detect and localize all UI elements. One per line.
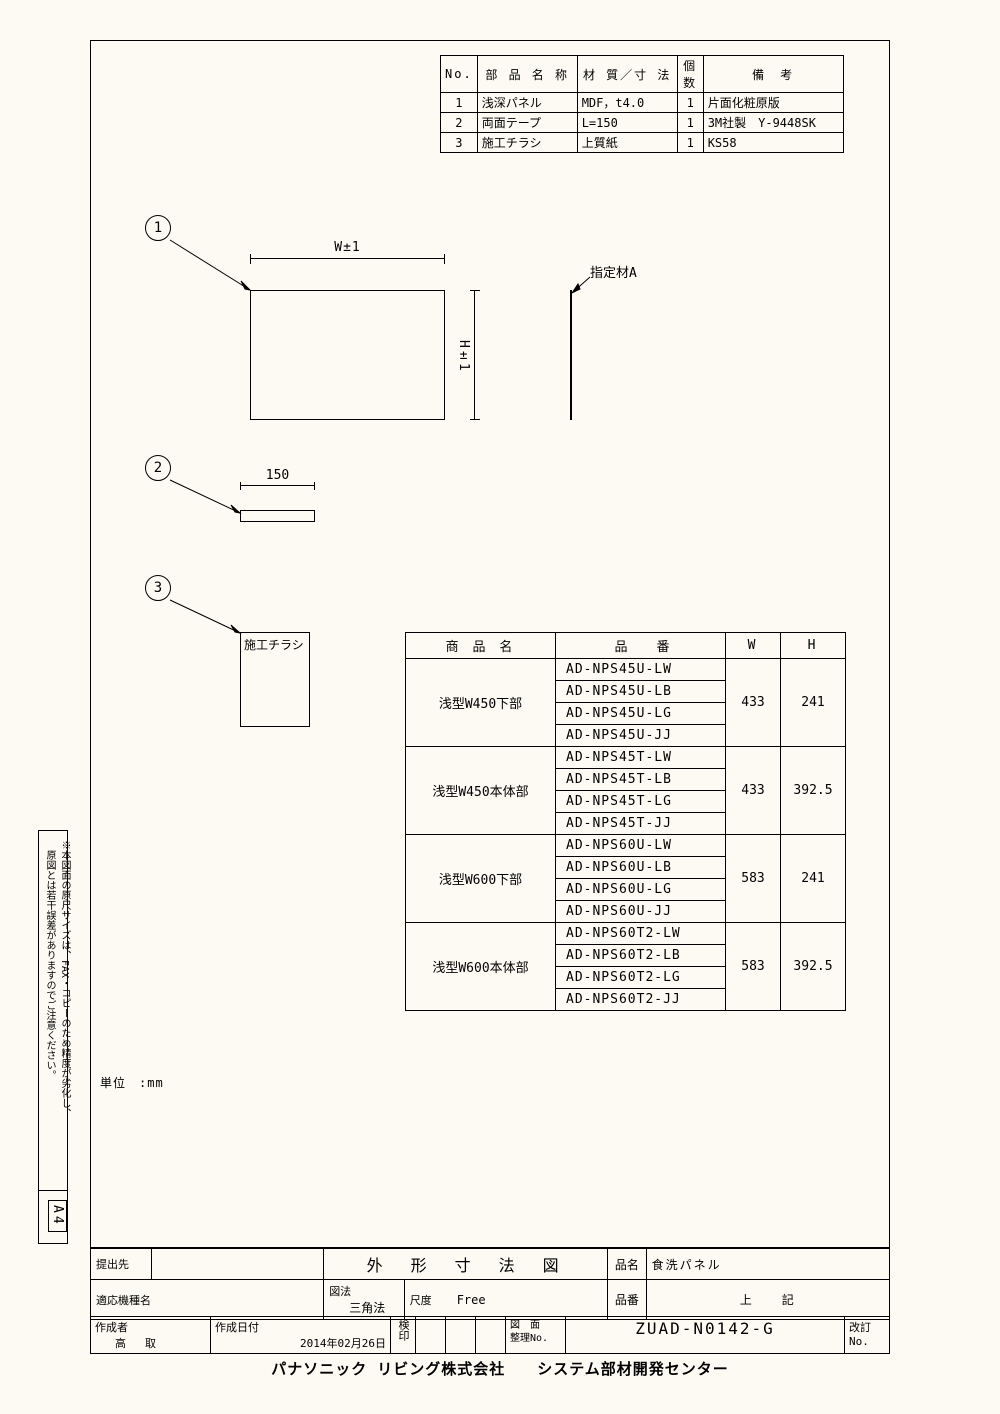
cell: AD-NPS45U-JJ — [556, 725, 726, 747]
cell: 1 — [677, 113, 703, 133]
dim-w: W±1 — [250, 258, 445, 259]
cell: 1 — [677, 93, 703, 113]
cell: 浅型W600下部 — [406, 835, 556, 923]
cell: 3M社製 Y-9448SK — [703, 113, 843, 133]
parts-row: 1 浅深パネル MDF，t4.0 1 片面化粧原版 — [441, 93, 844, 113]
spec-hdr-h: H — [781, 633, 846, 659]
cell: 片面化粧原版 — [703, 93, 843, 113]
cell: AD-NPS45T-LB — [556, 769, 726, 791]
cell: 241 — [781, 659, 846, 747]
scale-val: Free — [457, 1293, 486, 1307]
model-lbl: 適応機種名 — [96, 1294, 151, 1307]
parts-table: No. 部 品 名 称 材 質／寸 法 個数 備 考 1 浅深パネル MDF，t… — [440, 55, 844, 153]
cell: 3 — [441, 133, 478, 153]
date-lbl: 作成日付 — [215, 1321, 259, 1334]
side-note: ※本図面の原尺サイズは、FAX・コピーのため精度が劣化し、 原図とは若干誤差があ… — [42, 840, 72, 1180]
cell: AD-NPS60U-LB — [556, 857, 726, 879]
prodname-lbl: 品名 — [608, 1249, 647, 1280]
cell: 241 — [781, 835, 846, 923]
unit-label: 単位 :mm — [100, 1074, 164, 1091]
cell: 浅型W450本体部 — [406, 747, 556, 835]
dim-150: 150 — [240, 485, 315, 486]
cell: 両面テープ — [477, 113, 577, 133]
parts-hdr-no: No. — [441, 56, 478, 93]
parts-row: 3 施工チラシ 上質紙 1 KS58 — [441, 133, 844, 153]
footer: パナソニック リビング株式会社 システム部材開発センター — [0, 1358, 1000, 1379]
partno-lbl: 品番 — [608, 1280, 647, 1320]
cell: 583 — [726, 923, 781, 1011]
cell: 392.5 — [781, 747, 846, 835]
cell: 1 — [677, 133, 703, 153]
leader-3 — [165, 595, 245, 637]
rev-lbl: 改訂No. — [849, 1321, 871, 1348]
cell: 1 — [441, 93, 478, 113]
method-lbl: 図法 — [329, 1285, 351, 1298]
cell: AD-NPS60T2-LG — [556, 967, 726, 989]
author-val: 高 取 — [115, 1337, 160, 1350]
cell: AD-NPS45U-LG — [556, 703, 726, 725]
cell: 上質紙 — [577, 133, 677, 153]
cell: AD-NPS45T-LG — [556, 791, 726, 813]
cell: 施工チラシ — [477, 133, 577, 153]
cell: 2 — [441, 113, 478, 133]
cell: AD-NPS60U-LG — [556, 879, 726, 901]
cell: 浅型W450下部 — [406, 659, 556, 747]
cell: 浅深パネル — [477, 93, 577, 113]
material-a-line — [570, 290, 572, 420]
dim-150-label: 150 — [240, 468, 315, 483]
cell: AD-NPS60U-LW — [556, 835, 726, 857]
cell: AD-NPS60T2-JJ — [556, 989, 726, 1011]
author-lbl: 作成者 — [95, 1321, 128, 1334]
cell: 583 — [726, 835, 781, 923]
parts-hdr-rem: 備 考 — [703, 56, 843, 93]
dest-val — [151, 1249, 323, 1280]
cell: L=150 — [577, 113, 677, 133]
scale-lbl: 尺度 — [410, 1294, 432, 1307]
spec-table: 商 品 名 品 番 W H 浅型W450下部 AD-NPS45U-LW 433 … — [405, 632, 846, 1011]
cell: 433 — [726, 659, 781, 747]
paper-size: A4 — [48, 1200, 67, 1232]
leader-2 — [165, 475, 245, 517]
cell: 392.5 — [781, 923, 846, 1011]
cell: AD-NPS60T2-LB — [556, 945, 726, 967]
tape-rect — [240, 510, 315, 522]
parts-hdr-name: 部 品 名 称 — [477, 56, 577, 93]
drawing-title: 外 形 寸 法 図 — [324, 1249, 608, 1280]
drawno-lbl: 図 面 整理No. — [506, 1317, 566, 1354]
dim-h-label: H±1 — [456, 340, 471, 371]
cell: 浅型W600本体部 — [406, 923, 556, 1011]
spec-hdr-prod: 商 品 名 — [406, 633, 556, 659]
cell: AD-NPS45U-LW — [556, 659, 726, 681]
cell: AD-NPS60T2-LW — [556, 923, 726, 945]
drawno-val: ZUAD-N0142-G — [566, 1317, 845, 1354]
leader-1 — [165, 235, 255, 295]
cell: AD-NPS45T-LW — [556, 747, 726, 769]
title-block-2: 作成者高 取 作成日付 2014年02月26日 検印 図 面 整理No. ZUAD… — [90, 1316, 890, 1354]
spec-hdr-pn: 品 番 — [556, 633, 726, 659]
cell: AD-NPS60U-JJ — [556, 901, 726, 923]
spec-hdr-w: W — [726, 633, 781, 659]
parts-hdr-mat: 材 質／寸 法 — [577, 56, 677, 93]
flyer-label: 施工チラシ — [244, 636, 304, 653]
cell: 433 — [726, 747, 781, 835]
title-block: 提出先 外 形 寸 法 図 品名 食洗パネル 適応機種名 図法三角法 尺度 Fre… — [90, 1247, 890, 1320]
dim-h: H±1 — [460, 290, 475, 420]
dest-lbl: 提出先 — [96, 1258, 129, 1271]
parts-row: 2 両面テープ L=150 1 3M社製 Y-9448SK — [441, 113, 844, 133]
cell: MDF，t4.0 — [577, 93, 677, 113]
date-val: 2014年02月26日 — [300, 1335, 386, 1351]
partno-val: 上 記 — [646, 1280, 889, 1320]
cell: AD-NPS45T-JJ — [556, 813, 726, 835]
dim-w-label: W±1 — [250, 240, 445, 255]
panel-rect — [250, 290, 445, 420]
parts-hdr-qty: 個数 — [677, 56, 703, 93]
leader-matA — [570, 275, 600, 295]
cell: KS58 — [703, 133, 843, 153]
method-val: 三角法 — [349, 1301, 385, 1315]
prodname-val: 食洗パネル — [646, 1249, 889, 1280]
check-lbl: 検印 — [395, 1319, 411, 1341]
cell: AD-NPS45U-LB — [556, 681, 726, 703]
